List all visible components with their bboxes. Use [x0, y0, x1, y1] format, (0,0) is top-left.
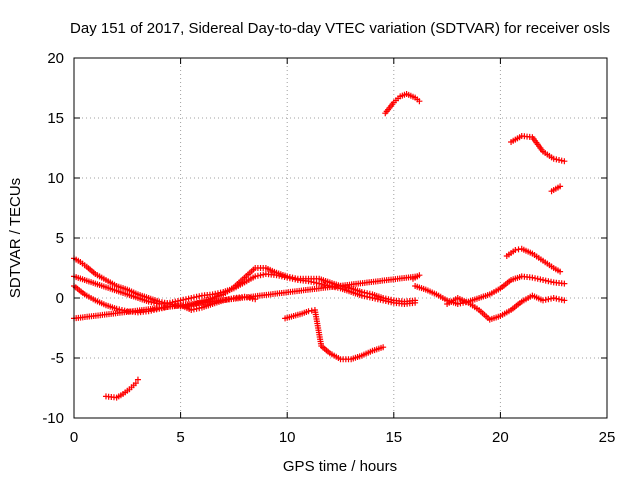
x-tick-label: 5 — [176, 429, 184, 446]
data-point-marker — [416, 98, 423, 105]
data-series-group — [282, 307, 387, 363]
data-point-marker — [561, 280, 568, 287]
data-point-marker — [132, 380, 139, 387]
x-axis-label: GPS time / hours — [283, 458, 397, 475]
data-point-marker — [134, 376, 141, 383]
y-tick-label: -5 — [51, 350, 64, 367]
data-series-group — [71, 272, 423, 322]
data-point-marker — [380, 344, 387, 351]
y-tick-label: 15 — [47, 110, 64, 127]
data-series-group — [503, 245, 564, 275]
axis-ticks: 0 5 10 15 20 25 -10 -5 0 5 10 15 20 — [42, 50, 615, 446]
data-series — [71, 91, 568, 401]
data-point-marker — [557, 183, 564, 190]
data-point-marker — [557, 268, 564, 275]
data-series-group — [71, 271, 419, 307]
chart-title: Day 151 of 2017, Sidereal Day-to-day VTE… — [70, 20, 610, 37]
data-series-group — [102, 376, 141, 401]
grid — [74, 58, 607, 418]
x-tick-label: 0 — [70, 429, 78, 446]
y-axis-label: SDTVAR / TECUs — [7, 178, 24, 298]
data-point-marker — [409, 275, 416, 282]
x-tick-label: 20 — [492, 429, 509, 446]
data-point-marker — [561, 297, 568, 304]
data-series-group — [508, 133, 568, 165]
x-tick-label: 10 — [279, 429, 296, 446]
data-point-marker — [561, 158, 568, 165]
y-tick-label: 20 — [47, 50, 64, 67]
y-tick-label: 0 — [56, 290, 64, 307]
data-series-group — [382, 91, 423, 117]
data-series-group — [444, 292, 568, 323]
data-series-group — [548, 183, 564, 195]
y-tick-label: 10 — [47, 170, 64, 187]
y-tick-label: 5 — [56, 230, 64, 247]
x-tick-label: 15 — [385, 429, 402, 446]
data-point-marker — [412, 299, 419, 306]
y-tick-label: -10 — [42, 410, 64, 427]
x-tick-label: 25 — [599, 429, 616, 446]
